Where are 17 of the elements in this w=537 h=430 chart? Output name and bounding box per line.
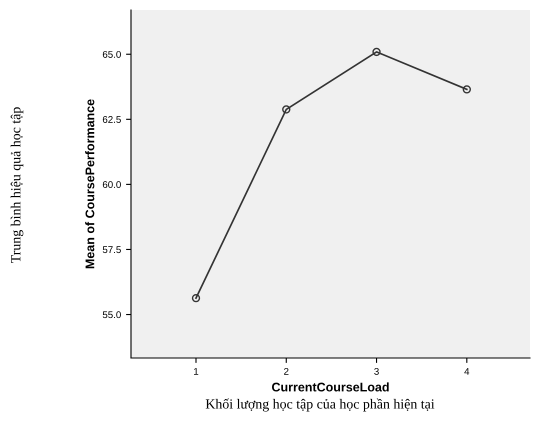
y-tick-label: 57.5 [102, 246, 121, 254]
x-tick-label: 4 [464, 368, 470, 375]
point [372, 48, 381, 56]
x-tick-label: 1 [194, 368, 198, 375]
y-tick-label: 62.5 [102, 116, 121, 123]
point [282, 105, 290, 114]
y-tick-label: 65.0 [102, 50, 121, 58]
text: Khối lượng học tập của học phần hiện tại [206, 398, 434, 412]
point [462, 85, 471, 94]
x-tick-label: 3 [374, 368, 379, 375]
text: Trung bình hiệu quả học tập [10, 107, 24, 263]
x-tick-label: 2 [284, 368, 288, 375]
y-tick-label: 60.0 [102, 181, 121, 188]
y-axis-title: Mean of CoursePerformance [85, 99, 94, 268]
point [192, 294, 200, 302]
y-tick-label: 55.0 [102, 311, 121, 318]
x-axis-title: CurrentCourseLoad [272, 382, 389, 392]
